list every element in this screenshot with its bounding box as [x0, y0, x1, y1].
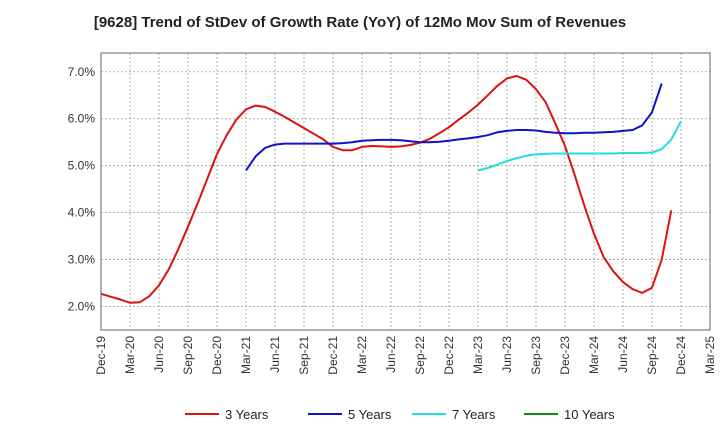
legend-label: 10 Years [564, 407, 615, 422]
y-axis: 2.0% 3.0% 4.0% 5.0% 6.0% 7.0% [68, 65, 96, 314]
x-axis: Dec-19 Mar-20 Jun-20 Sep-20 Dec-20 Mar-21 Jun-… [94, 336, 717, 375]
x-tick-label: Mar-24 [587, 336, 601, 374]
x-tick-label: Sep-24 [645, 336, 659, 375]
x-tick-label: Sep-23 [529, 336, 543, 375]
x-tick-label: Dec-19 [94, 336, 108, 375]
legend-label: 3 Years [225, 407, 269, 422]
x-tick-label: Jun-20 [152, 336, 166, 373]
x-tick-label: Dec-22 [442, 336, 456, 375]
y-tick-label: 7.0% [68, 65, 96, 79]
x-tick-label: Dec-24 [674, 336, 688, 375]
x-tick-label: Mar-22 [355, 336, 369, 374]
series-line-3-years [100, 75, 673, 304]
series-line-7-years [477, 120, 682, 172]
x-tick-label: Dec-21 [326, 336, 340, 375]
y-tick-label: 5.0% [68, 159, 96, 173]
x-tick-label: Jun-24 [616, 336, 630, 373]
x-tick-label: Dec-20 [210, 336, 224, 375]
x-tick-label: Mar-20 [123, 336, 137, 374]
legend-label: 5 Years [348, 407, 392, 422]
plot-frame [100, 52, 711, 331]
x-tick-label: Dec-23 [558, 336, 572, 375]
x-tick-label: Jun-23 [500, 336, 514, 373]
legend: 3 Years 5 Years 7 Years 10 Years [185, 407, 615, 422]
y-tick-label: 6.0% [68, 112, 96, 126]
x-tick-label: Sep-22 [413, 336, 427, 375]
x-tick-label: Jun-22 [384, 336, 398, 373]
series-line-5-years [245, 83, 663, 171]
grid [101, 53, 710, 330]
y-tick-label: 4.0% [68, 206, 96, 220]
x-tick-label: Sep-20 [181, 336, 195, 375]
y-tick-label: 2.0% [68, 300, 96, 314]
series [100, 75, 682, 304]
x-tick-label: Mar-21 [239, 336, 253, 374]
legend-label: 7 Years [452, 407, 496, 422]
x-tick-label: Sep-21 [297, 336, 311, 375]
chart-title: [9628] Trend of StDev of Growth Rate (Yo… [93, 14, 627, 31]
x-tick-label: Mar-23 [471, 336, 485, 374]
x-tick-label: Jun-21 [268, 336, 282, 373]
y-tick-label: 3.0% [68, 253, 96, 267]
x-tick-label: Mar-25 [703, 336, 717, 374]
